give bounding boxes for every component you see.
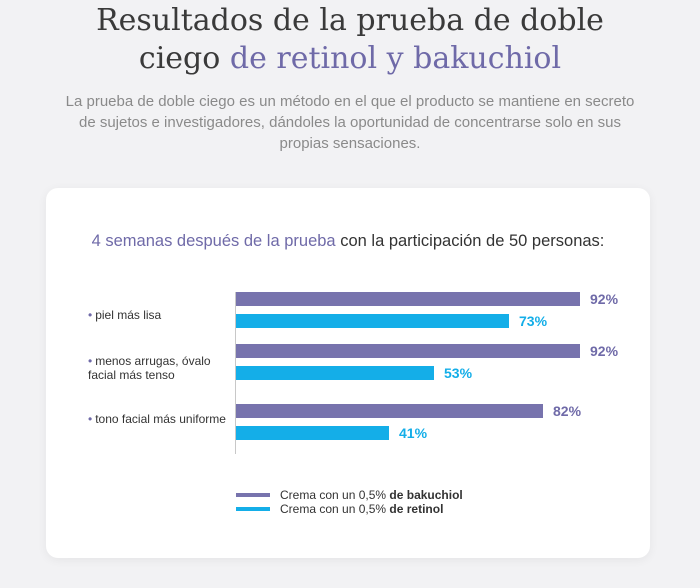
legend-text-bakuchiol: Crema con un 0,5% de bakuchiol <box>280 488 463 502</box>
bar-retinol-0 <box>236 314 509 328</box>
bar-bakuchiol-1 <box>236 344 580 358</box>
legend-item-bakuchiol: Crema con un 0,5% de bakuchiol <box>236 488 463 502</box>
bar-bakuchiol-0 <box>236 292 580 306</box>
bullet-icon: • <box>88 354 93 368</box>
legend-text-retinol: Crema con un 0,5% de retinol <box>280 502 444 516</box>
bar-retinol-1 <box>236 366 434 380</box>
value-label-bakuchiol-2: 82% <box>553 403 582 419</box>
page-title: Resultados de la prueba de doble ciego d… <box>0 2 700 78</box>
legend-item-retinol: Crema con un 0,5% de retinol <box>236 502 463 516</box>
bar-bakuchiol-2 <box>236 404 543 418</box>
intro-text: La prueba de doble ciego es un método en… <box>65 93 635 152</box>
value-label-retinol-1: 53% <box>444 365 473 381</box>
chart-axis-line <box>235 292 236 454</box>
chart-card: 4 semanas después de la prueba con la pa… <box>46 188 650 558</box>
legend-swatch-retinol <box>236 507 270 511</box>
value-label-retinol-2: 41% <box>399 425 428 441</box>
category-label-text: piel más lisa <box>95 308 162 322</box>
chart-title-rest: con la participación de 50 personas: <box>340 232 605 250</box>
legend-swatch-bakuchiol <box>236 493 270 497</box>
category-label-1: • menos arrugas, óvalo facial más tenso <box>88 354 228 382</box>
chart-title-accent: 4 semanas después de la prueba <box>91 232 336 250</box>
page-title-accent: de retinol y bakuchiol <box>229 41 562 76</box>
bullet-icon: • <box>88 308 93 322</box>
page-title-line2: ciego <box>138 41 221 76</box>
chart-legend: Crema con un 0,5% de bakuchiol Crema con… <box>236 488 463 516</box>
category-label-0: • piel más lisa <box>88 308 228 322</box>
category-label-text: menos arrugas, óvalo facial más tenso <box>88 354 211 382</box>
bullet-icon: • <box>88 412 93 426</box>
category-label-2: • tono facial más uniforme <box>88 412 228 426</box>
chart-title: 4 semanas después de la prueba con la pa… <box>76 232 620 250</box>
bar-retinol-2 <box>236 426 389 440</box>
value-label-retinol-0: 73% <box>519 313 548 329</box>
page-title-line1: Resultados de la prueba de doble <box>96 3 604 38</box>
value-label-bakuchiol-1: 92% <box>590 343 619 359</box>
value-label-bakuchiol-0: 92% <box>590 291 619 307</box>
category-label-text: tono facial más uniforme <box>95 412 226 426</box>
